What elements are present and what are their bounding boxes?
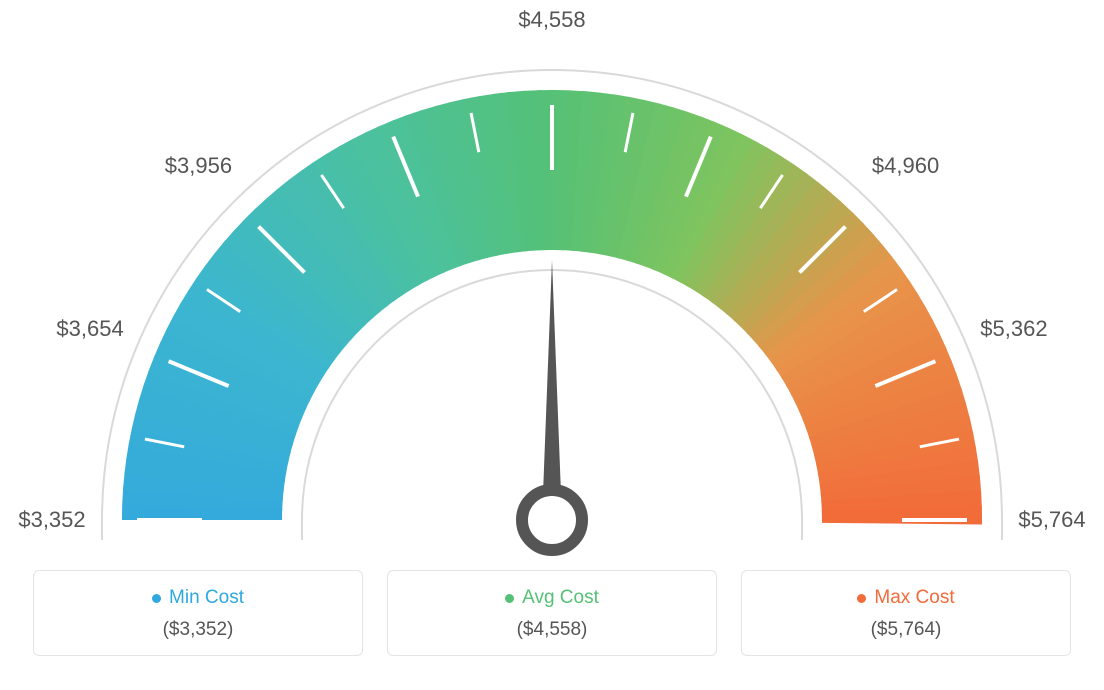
gauge-tick-label: $3,352 (18, 507, 85, 533)
min-cost-card: Min Cost ($3,352) (33, 570, 363, 656)
min-cost-dot (152, 594, 161, 603)
min-cost-label: Min Cost (169, 587, 244, 609)
gauge-tick-label: $3,654 (56, 316, 123, 342)
max-cost-value: ($5,764) (754, 619, 1058, 641)
gauge-tick-label: $5,362 (980, 316, 1047, 342)
gauge-tick-label: $5,764 (1018, 507, 1085, 533)
avg-cost-label: Avg Cost (522, 587, 599, 609)
gauge-tick-label: $3,956 (165, 153, 232, 179)
gauge-tick-label: $4,960 (872, 153, 939, 179)
max-cost-dot (857, 594, 866, 603)
avg-cost-title: Avg Cost (505, 587, 599, 609)
avg-cost-dot (505, 594, 514, 603)
max-cost-card: Max Cost ($5,764) (741, 570, 1071, 656)
avg-cost-value: ($4,558) (400, 619, 704, 641)
summary-cards: Min Cost ($3,352) Avg Cost ($4,558) Max … (20, 570, 1084, 656)
max-cost-title: Max Cost (857, 587, 954, 609)
gauge-svg (22, 20, 1082, 560)
avg-cost-card: Avg Cost ($4,558) (387, 570, 717, 656)
min-cost-value: ($3,352) (46, 619, 350, 641)
min-cost-title: Min Cost (152, 587, 244, 609)
gauge-chart: $3,352$3,654$3,956$4,558$4,960$5,362$5,7… (22, 20, 1082, 560)
max-cost-label: Max Cost (874, 587, 954, 609)
gauge-tick-label: $4,558 (518, 7, 585, 33)
